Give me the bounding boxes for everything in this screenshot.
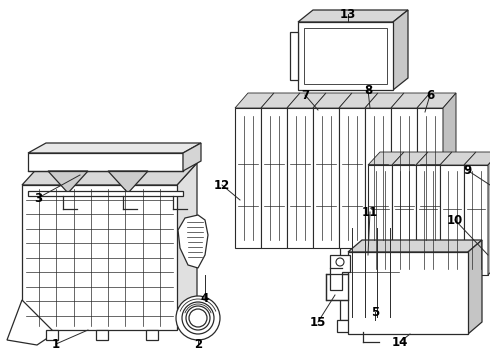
Polygon shape — [177, 163, 197, 330]
Polygon shape — [22, 163, 197, 185]
Text: 11: 11 — [362, 206, 378, 219]
Bar — [365, 108, 391, 248]
Polygon shape — [7, 300, 52, 345]
Polygon shape — [28, 143, 201, 153]
Bar — [28, 191, 183, 196]
Circle shape — [189, 309, 207, 327]
Text: 3: 3 — [34, 192, 42, 204]
Bar — [46, 330, 58, 340]
Bar — [304, 28, 387, 84]
Polygon shape — [178, 215, 208, 268]
Bar — [337, 320, 405, 332]
Polygon shape — [261, 93, 300, 108]
Bar — [235, 108, 261, 248]
Circle shape — [182, 302, 214, 334]
Bar — [340, 225, 402, 320]
Bar — [440, 165, 464, 275]
Polygon shape — [488, 152, 490, 275]
Bar — [416, 165, 440, 275]
Polygon shape — [416, 152, 452, 165]
Bar — [287, 108, 313, 248]
Polygon shape — [287, 93, 326, 108]
Text: 8: 8 — [364, 84, 372, 96]
Polygon shape — [440, 152, 476, 165]
Polygon shape — [183, 143, 201, 171]
Bar — [392, 165, 416, 275]
Bar — [96, 330, 108, 340]
Text: 6: 6 — [426, 89, 434, 102]
Bar — [313, 108, 339, 248]
Polygon shape — [464, 152, 490, 165]
Bar — [417, 108, 443, 248]
Polygon shape — [298, 10, 408, 22]
Polygon shape — [402, 213, 417, 320]
Polygon shape — [330, 255, 350, 290]
Circle shape — [186, 306, 210, 330]
Bar — [28, 153, 183, 171]
Text: 4: 4 — [201, 292, 209, 305]
Text: 9: 9 — [463, 163, 471, 176]
Bar — [261, 108, 287, 248]
Bar — [348, 252, 468, 334]
Polygon shape — [313, 93, 352, 108]
Circle shape — [336, 258, 344, 266]
Polygon shape — [443, 93, 456, 248]
Text: 14: 14 — [392, 336, 408, 348]
Text: 7: 7 — [301, 89, 309, 102]
Text: 2: 2 — [194, 338, 202, 351]
Circle shape — [176, 296, 220, 340]
Bar — [391, 108, 417, 248]
Polygon shape — [108, 171, 148, 193]
Text: 1: 1 — [52, 338, 60, 351]
Bar — [298, 22, 393, 90]
Bar — [339, 108, 365, 248]
Bar — [290, 32, 298, 80]
Bar — [22, 185, 177, 330]
Polygon shape — [348, 240, 482, 252]
Polygon shape — [365, 93, 404, 108]
Bar — [146, 330, 158, 340]
Polygon shape — [48, 171, 88, 193]
Polygon shape — [393, 10, 408, 90]
Text: 13: 13 — [340, 8, 356, 21]
Polygon shape — [326, 274, 348, 300]
Text: 15: 15 — [310, 315, 326, 328]
Bar — [464, 165, 488, 275]
Text: 10: 10 — [447, 213, 463, 226]
Polygon shape — [468, 240, 482, 334]
Polygon shape — [235, 93, 274, 108]
Polygon shape — [340, 213, 417, 225]
Polygon shape — [392, 152, 428, 165]
Text: 5: 5 — [371, 306, 379, 319]
Polygon shape — [391, 93, 430, 108]
Polygon shape — [368, 152, 404, 165]
Polygon shape — [417, 93, 456, 108]
Bar — [368, 165, 392, 275]
Polygon shape — [339, 93, 378, 108]
Text: 12: 12 — [214, 179, 230, 192]
